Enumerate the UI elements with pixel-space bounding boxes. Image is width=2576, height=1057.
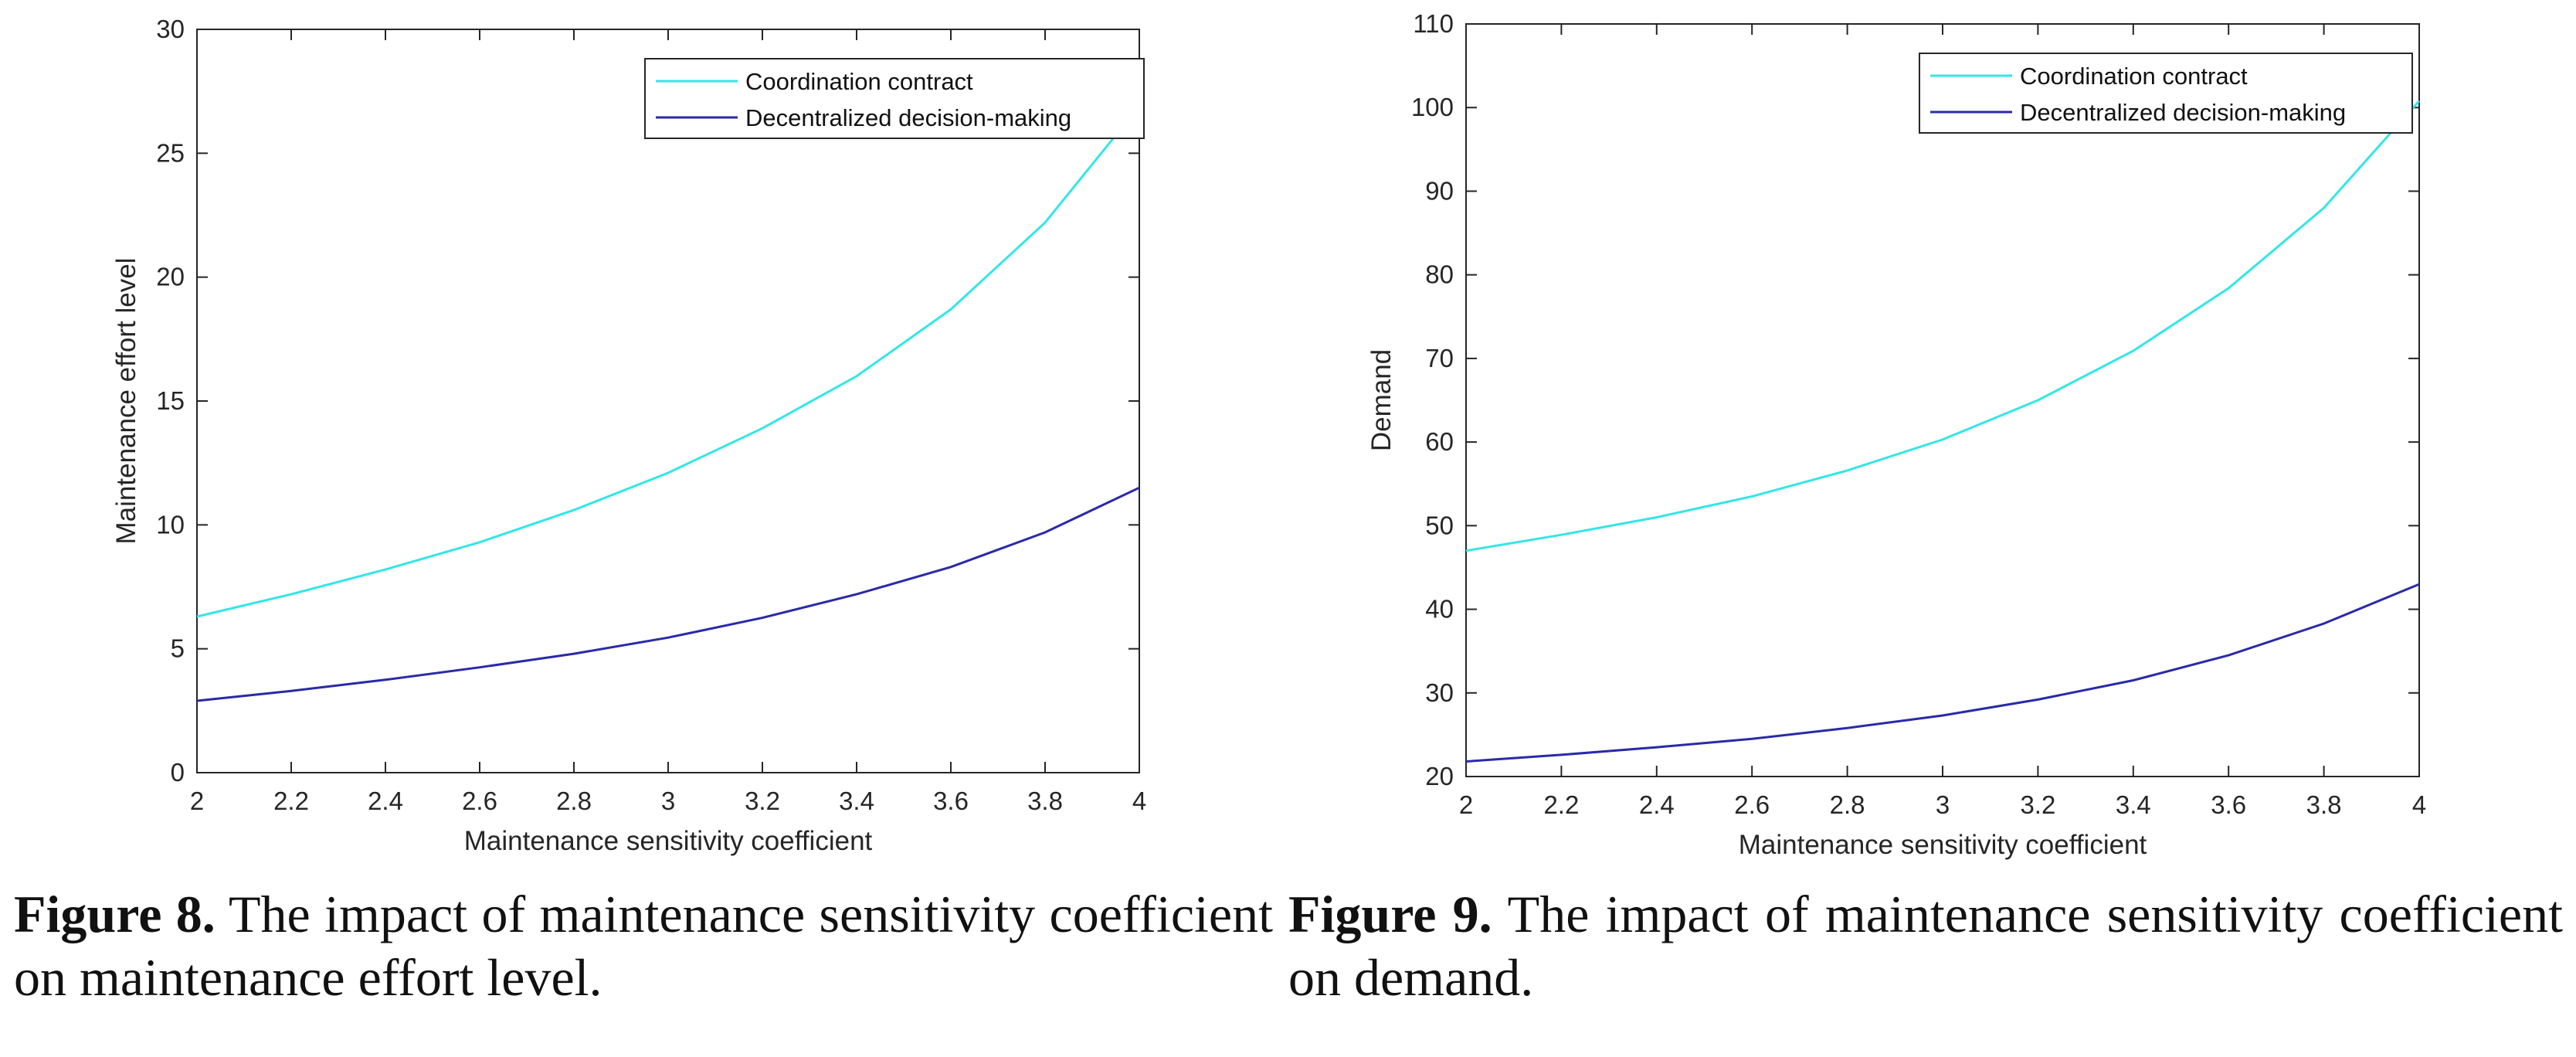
x-axis-label: Maintenance sensitivity coefficient — [1739, 830, 2147, 860]
legend-entry: Decentralized decision-making — [2020, 99, 2346, 126]
series-line-coordination-contract — [1465, 100, 2421, 552]
series-line-decentralized-decision-making — [196, 486, 1140, 702]
y-tick-label: 60 — [1425, 427, 1454, 456]
legend-entry: Coordination contract — [745, 68, 973, 95]
legend-entry: Coordination contract — [2020, 63, 2248, 90]
x-tick-label: 3.6 — [2211, 790, 2246, 819]
y-tick-label: 10 — [156, 510, 185, 539]
x-tick-label: 2.6 — [1734, 790, 1770, 819]
figure-8-caption: Figure 8. The impact of maintenance sens… — [14, 882, 1273, 1009]
y-tick-label: 25 — [156, 138, 185, 167]
figure-9-caption: Figure 9. The impact of maintenance sens… — [1288, 882, 2563, 1009]
y-tick-label: 110 — [1413, 9, 1454, 38]
x-tick-label: 3.8 — [2306, 790, 2342, 819]
x-tick-label: 3.4 — [2116, 790, 2151, 819]
figure-9-label: Figure 9. — [1288, 885, 1492, 943]
x-tick-label: 3 — [661, 787, 675, 815]
x-tick-label: 3.8 — [1027, 787, 1063, 815]
plot-area-frame — [196, 29, 1140, 773]
x-axis-label: Maintenance sensitivity coefficient — [464, 826, 873, 856]
x-tick-label: 4 — [2412, 790, 2426, 819]
y-tick-label: 90 — [1425, 176, 1454, 205]
x-tick-label: 2.8 — [1830, 790, 1865, 819]
x-tick-label: 2 — [190, 787, 204, 815]
y-tick-label: 15 — [156, 386, 185, 415]
legend-entry: Decentralized decision-making — [745, 104, 1071, 131]
x-tick-label: 3 — [1936, 790, 1950, 819]
legend-box — [644, 58, 1145, 139]
figure-8-label: Figure 8. — [14, 885, 216, 943]
x-tick-label: 2.4 — [1639, 790, 1675, 819]
y-tick-label: 80 — [1425, 260, 1454, 289]
x-tick-label: 2.8 — [556, 787, 592, 815]
x-tick-label: 3.2 — [2020, 790, 2055, 819]
y-tick-label: 5 — [171, 634, 185, 663]
y-tick-label: 50 — [1425, 511, 1454, 539]
series-line-decentralized-decision-making — [1465, 583, 2420, 763]
x-tick-label: 4 — [1132, 787, 1146, 815]
y-tick-label: 30 — [1425, 678, 1454, 707]
y-axis-label: Demand — [1366, 349, 1397, 451]
series-line-coordination-contract — [196, 105, 1141, 618]
x-tick-label: 3.2 — [745, 787, 780, 815]
figure-9-text: The impact of maintenance sensitivity co… — [1288, 885, 2563, 1007]
x-tick-label: 2.4 — [368, 787, 403, 815]
y-tick-label: 20 — [156, 263, 185, 291]
legend-box — [1919, 53, 2413, 134]
x-tick-label: 2.2 — [1543, 790, 1579, 819]
x-tick-label: 3.6 — [933, 787, 969, 815]
x-tick-label: 2 — [1459, 790, 1473, 819]
x-tick-label: 2.2 — [273, 787, 309, 815]
x-tick-label: 2.6 — [462, 787, 497, 815]
y-tick-label: 30 — [156, 15, 185, 43]
y-tick-label: 20 — [1425, 762, 1454, 790]
y-axis-label: Maintenance effort level — [111, 258, 141, 545]
chart-maintenance-effort: 2 2.2 2.4 2.6 2.8 3 3.2 3.4 3.6 3.8 4 0 5 10 15 20 25 30 M… — [111, 15, 1146, 856]
plot-area-frame — [1465, 23, 2420, 777]
y-tick-label: 0 — [171, 758, 185, 787]
figure-8-text: The impact of maintenance sensitivity co… — [14, 885, 1273, 1007]
chart-demand: 2 2.2 2.4 2.6 2.8 3 3.2 3.4 3.6 3.8 4 20 30 40 50 60 70 8… — [1366, 9, 2426, 860]
y-tick-label: 100 — [1411, 93, 1454, 121]
y-tick-label: 40 — [1425, 595, 1454, 624]
x-tick-label: 3.4 — [839, 787, 874, 815]
y-tick-label: 70 — [1425, 344, 1454, 372]
